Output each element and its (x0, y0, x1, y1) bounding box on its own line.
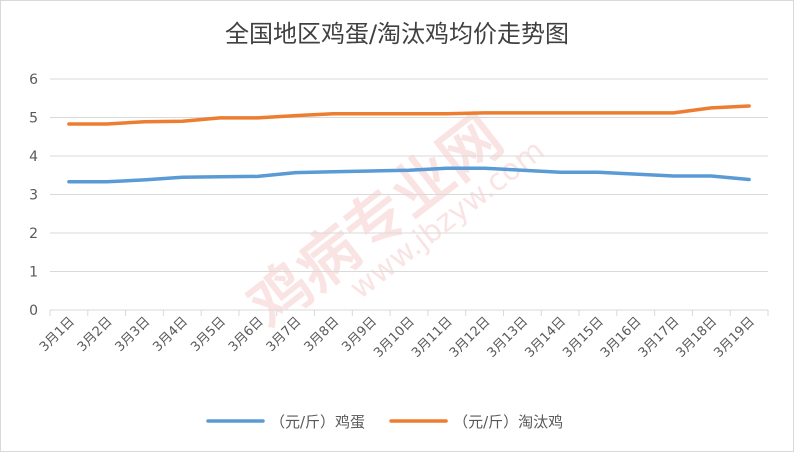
y-tick-label: 3 (29, 188, 38, 204)
x-tick-label: 3月6日 (226, 314, 267, 355)
y-tick-label: 1 (29, 265, 38, 281)
x-tick-label: 3月2日 (75, 314, 116, 355)
x-tick-label: 3月11日 (409, 314, 456, 361)
y-tick-label: 2 (29, 226, 38, 242)
legend-label-0: （元/斤）鸡蛋 (270, 413, 365, 431)
y-tick-label: 4 (29, 149, 38, 165)
x-tick-label: 3月15日 (560, 314, 607, 361)
chart-title: 全国地区鸡蛋/淘汰鸡均价走势图 (224, 20, 570, 48)
y-tick-label: 5 (29, 111, 38, 127)
x-tick-label: 3月17日 (636, 314, 683, 361)
x-tick-label: 3月8日 (302, 314, 343, 355)
x-tick-label: 3月13日 (485, 314, 532, 361)
legend-label-1: （元/斤）淘汰鸡 (453, 413, 563, 431)
watermark-main-text: 鸡病专业网 (236, 102, 515, 342)
x-tick-label: 3月5日 (188, 314, 229, 355)
y-tick-label: 0 (29, 303, 38, 319)
x-tick-label: 3月1日 (37, 314, 78, 355)
x-tick-label: 3月14日 (522, 314, 569, 361)
series-line-1 (67, 104, 751, 126)
x-tick-label: 3月19日 (711, 314, 758, 361)
watermark: 鸡病专业网 www.jbzyw.com (236, 102, 551, 342)
x-tick-label: 3月12日 (447, 314, 494, 361)
y-tick-label: 6 (29, 72, 38, 88)
x-tick-label: 3月18日 (674, 314, 721, 361)
x-tick-label: 3月4日 (150, 314, 191, 355)
series-line-0 (67, 166, 751, 184)
x-tick-label: 3月16日 (598, 314, 645, 361)
x-tick-label: 3月3日 (113, 314, 154, 355)
x-tick-label: 3月10日 (371, 314, 418, 361)
